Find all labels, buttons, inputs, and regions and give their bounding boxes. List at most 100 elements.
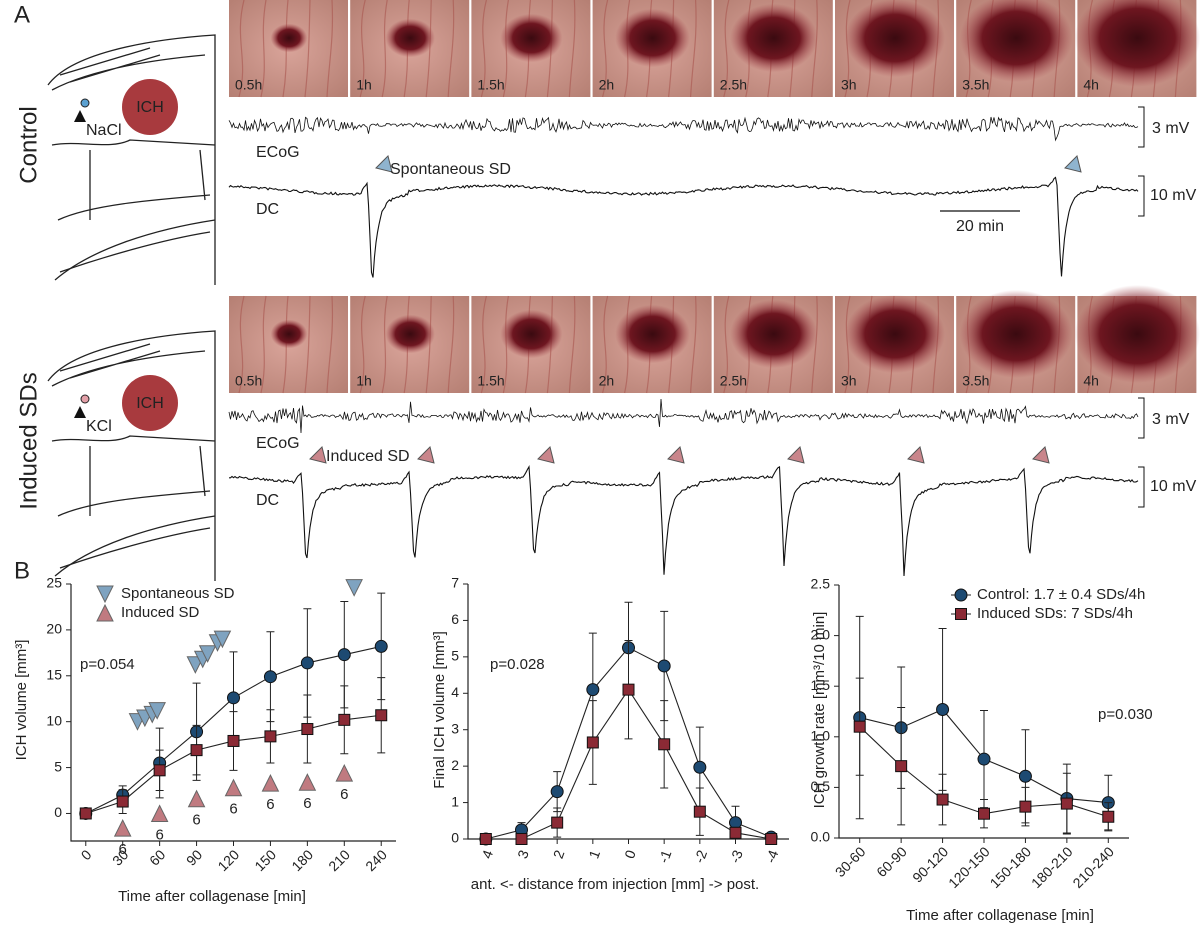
legend-label: Induced SD (121, 604, 200, 621)
vessel (260, 0, 267, 98)
marker (586, 683, 600, 697)
hematoma (844, 294, 946, 374)
x-tick-label: 120 (214, 846, 242, 874)
marker (853, 720, 866, 733)
legend-label: Control: 1.7 ± 0.4 SDs/4h (977, 586, 1145, 603)
count-label: 6 (229, 801, 237, 818)
x-tick-label: 4 (478, 848, 496, 861)
y-tick-label: 6 (451, 611, 459, 627)
marker (300, 656, 314, 670)
count-label: 6 (303, 795, 311, 812)
marker (213, 630, 232, 649)
y-axis-title: ICH volume [mm³] (13, 640, 30, 761)
vessel (447, 295, 455, 394)
photo: 4h (1074, 0, 1200, 98)
axes (70, 584, 396, 842)
x-tick-label: 60-90 (873, 843, 910, 880)
marker (116, 795, 129, 808)
time-label: 2h (599, 373, 615, 389)
annotation: p=0.030 (1098, 706, 1153, 723)
marker (657, 659, 671, 673)
skull-drawings (47, 34, 216, 581)
vessel (723, 0, 730, 98)
vessel (480, 295, 487, 394)
injection-dot (80, 394, 90, 404)
x-tick-label: -3 (727, 848, 746, 865)
marker (264, 730, 277, 743)
hematoma (615, 8, 690, 68)
marker (79, 807, 92, 820)
vessel (381, 0, 388, 98)
marker (551, 816, 564, 829)
vessel (723, 295, 730, 394)
panel-label: B (14, 557, 30, 584)
x-tick-label: -1 (655, 848, 674, 865)
ecog-label: ECoG (256, 144, 300, 161)
x-tick-label: 1 (585, 848, 603, 861)
ecog-trace (228, 398, 1139, 434)
ecog-scale: 3 mV (1152, 411, 1190, 428)
hematoma (270, 23, 308, 53)
ecog-label: ECoG (256, 435, 300, 452)
marker (479, 833, 492, 845)
vessel (304, 0, 311, 98)
vessel (568, 295, 576, 394)
x-tick-label: -4 (762, 848, 781, 865)
vessel (381, 295, 388, 394)
injection-arrow (74, 110, 86, 122)
marker (261, 774, 280, 792)
marker (198, 645, 217, 663)
sd-marker (1032, 446, 1050, 464)
dc-scale-bar (1138, 466, 1145, 508)
marker (765, 833, 778, 845)
marker (96, 585, 114, 604)
marker (1060, 797, 1073, 810)
marker (1018, 769, 1032, 783)
marker (187, 789, 206, 808)
marker (515, 833, 528, 845)
sd-marker (537, 446, 555, 464)
sd-marker (907, 446, 925, 464)
count-label: 6 (119, 841, 127, 858)
x-tick-label: 150 (251, 846, 279, 874)
y-tick-label: 15 (46, 666, 62, 682)
annotation: p=0.028 (490, 656, 545, 673)
marker (148, 702, 166, 720)
marker (96, 603, 114, 622)
x-tick-label: 180 (288, 846, 316, 874)
skull-control (47, 34, 216, 285)
vessel (238, 0, 245, 98)
y-tick-label: 4 (451, 684, 459, 700)
time-label: 1h (356, 373, 372, 389)
y-tick-label: 1.0 (811, 728, 831, 744)
marker (693, 760, 707, 774)
x-tick-label: 150-180 (987, 843, 1035, 891)
y-tick-label: 7 (451, 575, 459, 591)
x-tick-label: 2 (550, 848, 568, 861)
y-tick-label: 0 (54, 804, 62, 820)
marker (550, 785, 564, 799)
photo: 1.5h (471, 295, 591, 394)
x-tick-label: 180-210 (1028, 843, 1076, 891)
skull-induced (47, 330, 216, 581)
y-tick-label: 1.5 (811, 677, 831, 693)
legend-label: Spontaneous SD (121, 585, 235, 602)
dc-trace (228, 176, 1139, 278)
marker (227, 691, 240, 705)
vessel (326, 295, 334, 394)
photo: 4h (1074, 284, 1200, 394)
photo: 0.5h (229, 295, 348, 394)
time-label: 2h (599, 77, 615, 93)
vessel (359, 295, 366, 394)
y-axis-title: ICH growth rate [mm³/10 min] (811, 612, 828, 809)
photo: 1h (350, 295, 470, 394)
photo: 3.5h (956, 289, 1076, 394)
y-tick-label: 2 (451, 757, 459, 773)
photo: 2.5h (713, 295, 833, 394)
count-label: 6 (192, 812, 200, 829)
hematoma (1074, 284, 1200, 384)
marker (954, 588, 968, 602)
marker (1019, 800, 1032, 813)
count-label: 6 (266, 796, 274, 813)
